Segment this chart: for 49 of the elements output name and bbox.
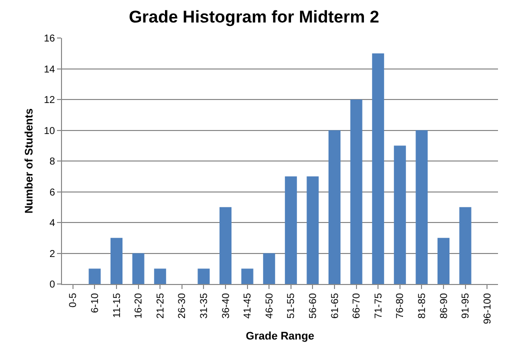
bar [416,130,428,284]
x-tick-label: 71-75 [373,292,384,319]
x-tick-label: 76-80 [395,292,406,319]
x-tick-label: 86-90 [438,292,450,319]
bar [154,268,166,284]
bar [284,176,297,284]
bar [263,253,276,284]
y-tick-label: 12 [44,95,56,106]
x-tick-label: 21-25 [155,292,166,319]
bar [438,238,450,284]
y-tick-label: 16 [44,34,56,44]
x-tick-label: 56-60 [308,292,319,319]
x-tick-label: 41-45 [242,292,254,319]
bar [110,238,122,284]
bar [328,130,340,284]
x-tick-label: 36-40 [220,292,232,319]
x-tick-label: 91-95 [460,292,472,319]
bar [198,268,210,284]
x-tick-label: 51-55 [286,292,298,319]
bar [372,53,384,284]
x-tick-label: 11-15 [112,292,123,318]
chart-title: Grade Histogram for Midterm 2 [128,7,380,26]
x-tick-label: 81-85 [416,292,428,319]
bar [394,146,406,284]
y-tick-label: 2 [49,248,56,260]
x-tick-label: 96-100 [482,292,494,324]
bar [132,253,144,284]
bar [306,176,319,284]
y-tick-label: 10 [44,126,56,137]
x-tick-label: 0-5 [68,292,80,308]
bar [88,268,101,284]
y-tick-label: 14 [44,64,56,76]
x-tick-label: 46-50 [264,292,276,319]
y-tick-label: 4 [49,218,56,229]
x-tick-label: 61-65 [330,292,341,319]
bar [241,268,254,284]
y-axis-title: Number of Students [24,108,36,214]
bar [220,207,232,284]
y-tick-label: 6 [49,187,56,198]
x-tick-label: 26-30 [177,292,188,319]
x-axis-title: Grade Range [246,330,314,342]
x-tick-label: 16-20 [134,292,145,319]
x-tick-label: 66-70 [352,292,363,319]
x-tick-label: 6-10 [90,292,101,314]
bar [459,207,472,284]
bar [350,100,362,284]
y-tick-label: 8 [49,156,56,168]
x-tick-label: 31-35 [198,292,210,319]
y-tick-label: 0 [49,280,56,290]
